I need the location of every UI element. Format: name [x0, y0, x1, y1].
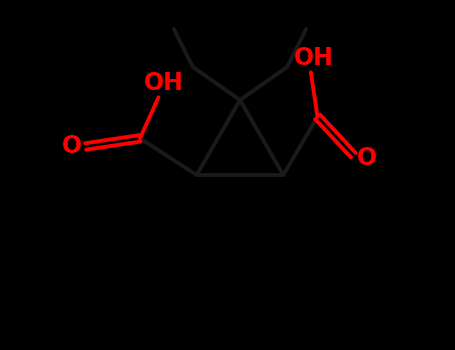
Text: O: O [61, 134, 82, 159]
Text: OH: OH [293, 46, 333, 70]
Text: O: O [357, 146, 377, 170]
Text: OH: OH [144, 71, 183, 95]
